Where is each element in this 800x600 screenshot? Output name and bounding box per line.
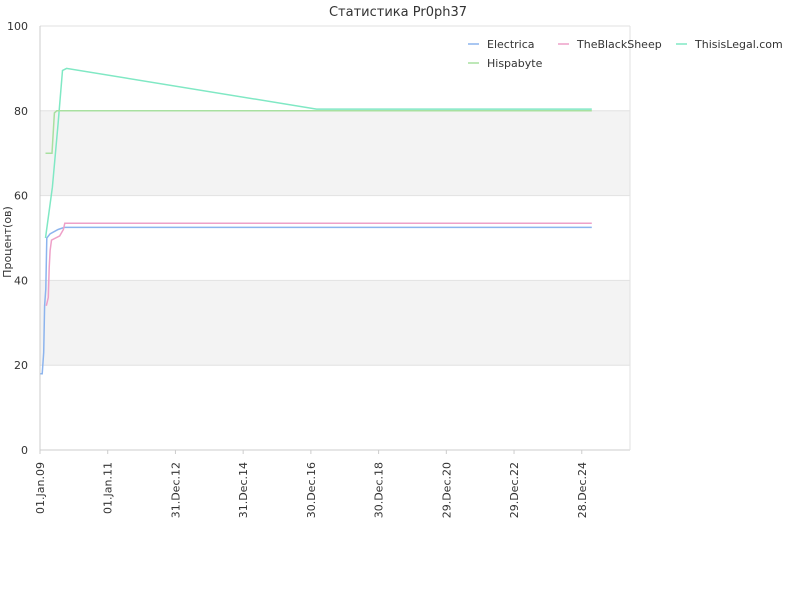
x-tick-label: 01.Jan.09 [34, 462, 47, 514]
grid-bands [40, 25, 630, 451]
x-tick-label: 30.Dec.16 [305, 462, 318, 518]
legend-entry: TheBlackSheep [576, 38, 662, 51]
grid-band [40, 195, 630, 281]
y-tick-label: 80 [14, 105, 28, 118]
series-line-thisislegal-com [44, 67, 592, 239]
legend-entry: ThisisLegal.com [694, 38, 783, 51]
axes [39, 26, 631, 451]
x-tick-label: 31.Dec.12 [169, 462, 182, 518]
x-tick-label: 31.Dec.14 [237, 462, 250, 518]
legend: Electrica TheBlackSheep ThisisLegal.com His… [468, 38, 783, 70]
x-ticks: 01.Jan.09 01.Jan.11 31.Dec.12 31.Dec.14 30.D… [34, 450, 589, 518]
grid-band [40, 110, 630, 196]
y-tick-label: 0 [21, 444, 28, 457]
x-tick-label: 28.Dec.24 [576, 462, 589, 518]
legend-entry: Hispabyte [487, 57, 543, 70]
x-tick-label: 29.Dec.20 [440, 462, 453, 518]
x-tick-label: 01.Jan.11 [102, 462, 115, 514]
y-tick-label: 20 [14, 359, 28, 372]
x-tick-label: 29.Dec.22 [508, 462, 521, 518]
y-tick-label: 40 [14, 274, 28, 287]
y-axis-label: Процент(ов) [1, 206, 14, 278]
series-lines [40, 67, 592, 375]
grid-band [40, 26, 630, 111]
y-tick-label: 100 [7, 20, 28, 33]
grid-band [40, 280, 630, 366]
series-line-electrica [40, 226, 592, 375]
x-tick-label: 30.Dec.18 [373, 462, 386, 518]
y-ticks: 0 20 40 60 80 100 [7, 20, 28, 457]
grid-band [40, 365, 630, 450]
series-line-theblacksheep [45, 222, 592, 306]
y-tick-label: 60 [14, 190, 28, 203]
chart-title: Статистика Pr0ph37 [329, 5, 467, 20]
series-line-hispabyte [45, 110, 592, 154]
legend-entry: Electrica [487, 38, 535, 51]
